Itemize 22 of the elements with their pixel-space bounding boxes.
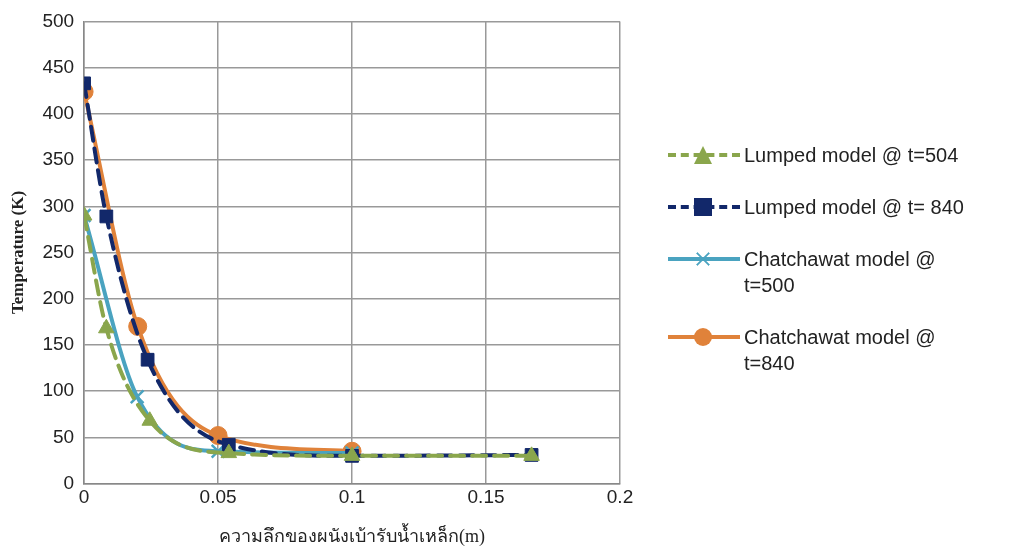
y-tick-label: 500 [42,9,75,31]
y-tick-label: 100 [42,379,75,401]
y-tick-label: 200 [42,286,75,308]
y-tick-label: 300 [42,194,75,216]
y-tick-label: 0 [63,471,75,493]
y-tick-label: 400 [42,102,75,124]
x-tick-label: 0.1 [338,486,366,508]
x-tick-label: 0.2 [606,486,634,508]
x-axis-title: ความลึกของผนังเบ้ารับน้ำเหล็ก(m) [219,522,486,547]
legend-label: Chatchawat model @ t=500 [744,247,937,298]
legend-label: Chatchawat model @ t=840 [744,325,937,376]
y-tick-label: 450 [42,55,75,77]
y-axis-title: Temperature (K) [7,190,27,315]
x-tick-label: 0.15 [467,486,505,508]
y-tick-label: 50 [52,425,75,447]
y-tick-label: 150 [42,333,75,355]
legend-label: Lumped model @ t=504 [744,143,959,168]
x-tick-label: 0 [78,486,90,508]
y-tick-label: 250 [42,240,75,262]
x-tick-label: 0.05 [199,486,237,508]
legend-label: Lumped model @ t= 840 [744,195,964,220]
y-tick-label: 350 [42,148,75,170]
